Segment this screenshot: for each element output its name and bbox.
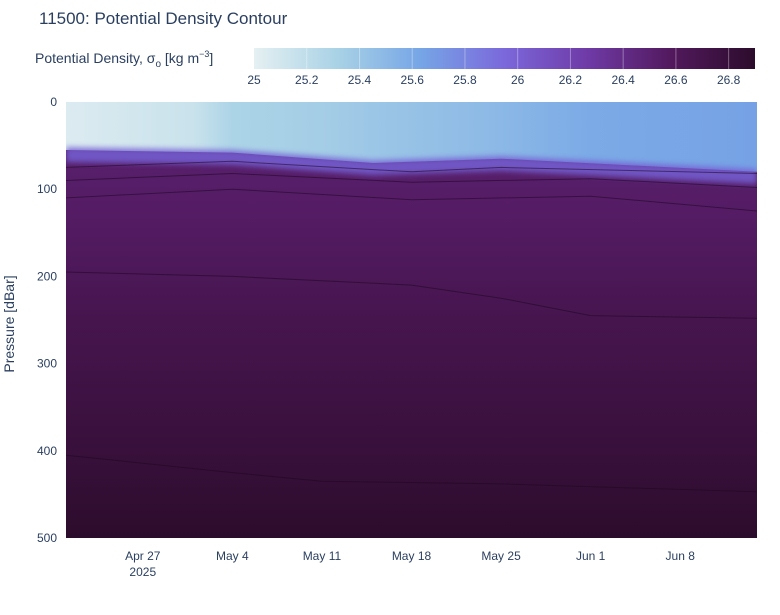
pycnocline-band <box>66 147 757 184</box>
x-tick-label: May 18 <box>392 549 432 563</box>
colorbar-tick-label: 25.2 <box>295 73 319 87</box>
plot-area <box>66 102 757 538</box>
contour-line <box>66 271 757 319</box>
colorbar-tick-label: 25.4 <box>348 73 372 87</box>
y-tick-label: 0 <box>50 95 57 109</box>
colorbar-title: Potential Density, σo [kg m−3] <box>35 49 213 70</box>
colorbar-tick-label: 25.6 <box>401 73 425 87</box>
x-tick-label: May 4 <box>216 549 249 563</box>
colorbar-tick-label: 25 <box>247 73 261 87</box>
y-tick-label: 500 <box>37 531 57 545</box>
colorbar-tick-label: 26.6 <box>664 73 688 87</box>
x-tick-label: May 11 <box>303 549 342 563</box>
x-tick-label: Jun 1 <box>576 549 606 563</box>
y-tick-label: 100 <box>37 182 57 196</box>
contour-line <box>66 454 757 493</box>
colorbar-tick-label: 26.8 <box>717 73 741 87</box>
x-tick-year-label: 2025 <box>129 565 156 579</box>
colorbar-tick-label: 26.4 <box>611 73 635 87</box>
y-tick-label: 200 <box>37 269 57 283</box>
y-axis-title: Pressure [dBar] <box>1 275 17 372</box>
mixed-layer-fill <box>66 102 757 172</box>
colorbar-tick-label: 25.8 <box>453 73 477 87</box>
contour-line <box>66 160 757 174</box>
contour-line <box>66 188 757 212</box>
chart-title: 11500: Potential Density Contour <box>39 9 288 28</box>
contour-line <box>66 172 757 188</box>
colorbar-tick-label: 26 <box>511 73 525 87</box>
colorbar: Potential Density, σo [kg m−3] 25 25.2 25.… <box>35 48 755 87</box>
x-tick-label: Jun 8 <box>666 549 696 563</box>
colorbar-gradient <box>254 48 755 69</box>
colorbar-tick-label: 26.2 <box>559 73 583 87</box>
y-tick-label: 300 <box>37 357 57 371</box>
x-tick-label: May 25 <box>481 549 521 563</box>
x-tick-label: Apr 27 <box>125 549 161 563</box>
y-tick-label: 400 <box>37 444 57 458</box>
